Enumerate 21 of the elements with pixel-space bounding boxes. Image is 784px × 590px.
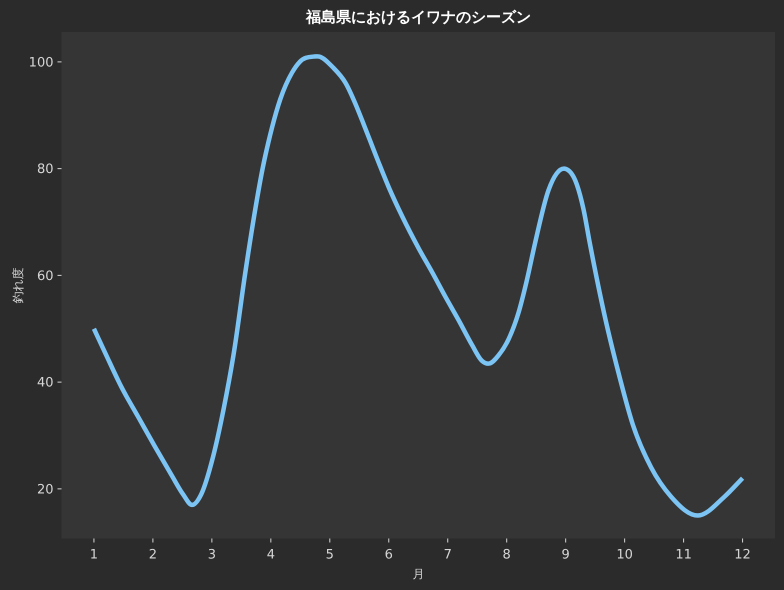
x-tick-label: 3 bbox=[208, 548, 216, 562]
x-axis-title: 月 bbox=[412, 567, 424, 581]
x-tick-label: 12 bbox=[734, 548, 751, 562]
y-tick-label: 100 bbox=[28, 55, 54, 70]
y-tick-label: 40 bbox=[36, 376, 54, 391]
x-tick-label: 10 bbox=[616, 548, 633, 562]
chart-title: 福島県におけるイワナのシーズン bbox=[304, 8, 531, 26]
line-series bbox=[92, 54, 745, 518]
x-tick-label: 1 bbox=[90, 548, 98, 562]
x-tick-label: 4 bbox=[266, 548, 275, 562]
x-tick-label: 7 bbox=[444, 548, 452, 562]
y-axis-title: 釣れ度 bbox=[11, 267, 25, 304]
y-tick-label: 80 bbox=[36, 162, 54, 178]
x-tick-label: 8 bbox=[502, 548, 511, 562]
y-tick-label: 20 bbox=[36, 482, 54, 498]
y-tick-label: 60 bbox=[36, 268, 54, 284]
x-tick-label: 6 bbox=[384, 548, 393, 562]
x-tick-label: 11 bbox=[675, 548, 692, 562]
x-tick-label: 2 bbox=[148, 548, 158, 562]
x-tick-label: 9 bbox=[562, 548, 570, 562]
x-tick-label: 5 bbox=[326, 548, 334, 562]
